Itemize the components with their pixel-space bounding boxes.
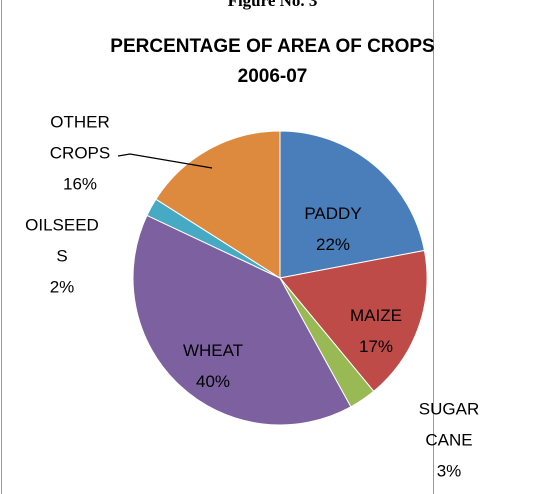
- chart-title: PERCENTAGE OF AREA OF CROPS: [110, 36, 435, 57]
- slice-label: OTHER CROPS 16%: [35, 107, 125, 200]
- slice-label: SUGARCANE 3%: [413, 394, 485, 487]
- category-label: SUGARCANE: [418, 399, 480, 450]
- category-label: PADDY: [304, 204, 362, 223]
- value-label: 22%: [315, 235, 351, 254]
- slice-label: OILSEEDS 2%: [21, 210, 103, 303]
- category-label: MAIZE: [350, 306, 402, 325]
- value-label: 3%: [436, 461, 462, 481]
- pie-slice: [132, 214, 352, 426]
- figure-caption: Figure No. 3: [227, 0, 318, 10]
- value-label: 2%: [49, 277, 75, 297]
- slice-label: PADDY 22%: [273, 198, 393, 260]
- pie-slice: [279, 130, 425, 279]
- slice-label: WHEAT 40%: [153, 335, 273, 397]
- chart-title: 2006-07: [237, 66, 308, 87]
- slice-label: MAIZE 17%: [316, 300, 436, 362]
- leader-line: [117, 153, 213, 169]
- pie: [132, 130, 428, 426]
- pie-slice: [279, 249, 428, 392]
- category-label: OTHER CROPS: [49, 112, 111, 163]
- value-label: 17%: [358, 337, 394, 356]
- category-label: WHEAT: [182, 341, 244, 360]
- category-label: OILSEEDS: [25, 215, 99, 266]
- pie-slice: [155, 130, 281, 279]
- value-label: 40%: [195, 372, 231, 391]
- value-label: 16%: [62, 174, 98, 194]
